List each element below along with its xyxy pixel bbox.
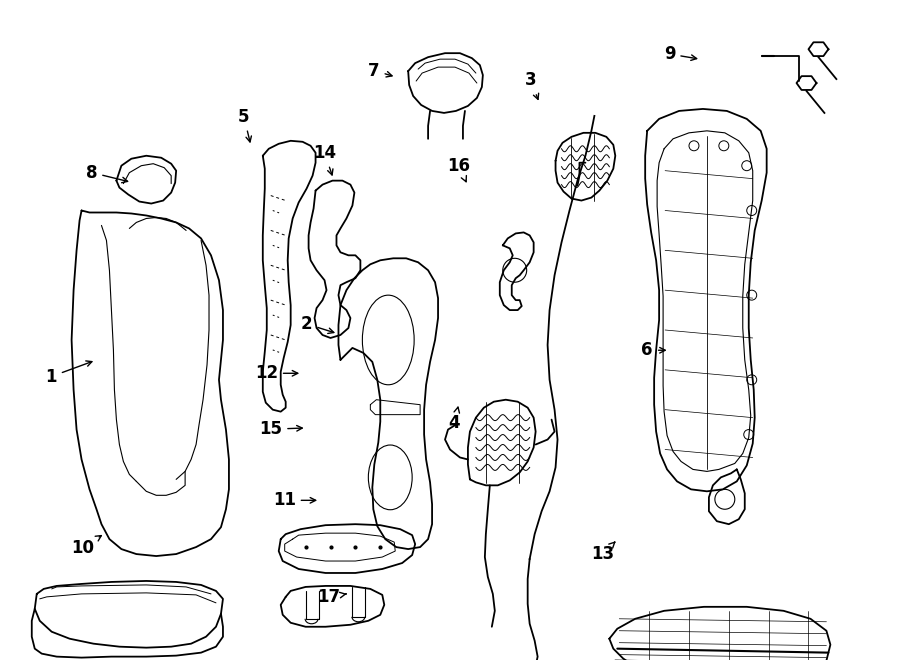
Text: 11: 11 <box>273 491 316 510</box>
Text: 6: 6 <box>642 341 665 359</box>
Text: 4: 4 <box>449 407 460 432</box>
Text: 1: 1 <box>45 361 92 385</box>
Text: 10: 10 <box>71 535 102 557</box>
Text: 9: 9 <box>664 45 697 63</box>
Text: 13: 13 <box>590 542 615 563</box>
Text: 7: 7 <box>368 61 392 79</box>
Text: 16: 16 <box>447 157 471 182</box>
Text: 8: 8 <box>86 163 128 182</box>
Text: 17: 17 <box>318 588 346 606</box>
Text: 14: 14 <box>313 144 336 175</box>
Text: 5: 5 <box>238 108 251 142</box>
Text: 12: 12 <box>255 364 298 382</box>
Text: 15: 15 <box>259 420 302 438</box>
Text: 3: 3 <box>525 71 538 99</box>
Text: 2: 2 <box>301 315 334 333</box>
